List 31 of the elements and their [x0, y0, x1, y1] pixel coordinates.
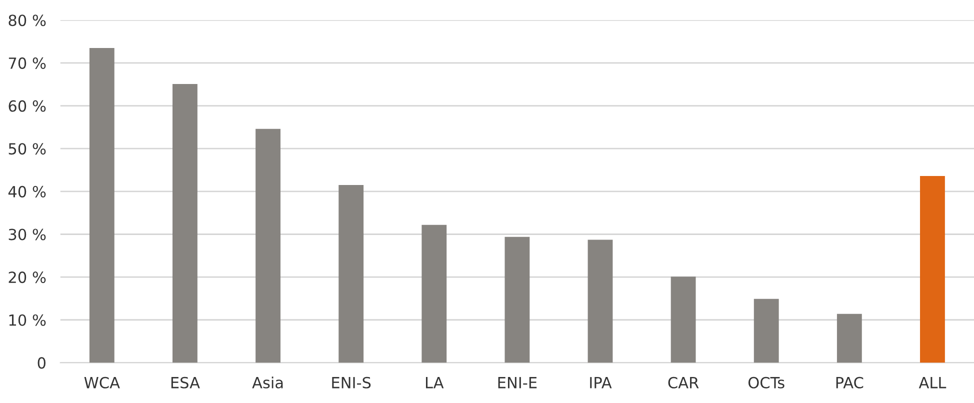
x-tick-label: OCTs	[748, 376, 784, 388]
x-tick-label: ENI-E	[498, 377, 537, 388]
bar	[504, 236, 530, 363]
bar	[754, 298, 779, 363]
y-tick-label: 80 %	[8, 14, 46, 26]
x-tick-label: ESA	[171, 376, 200, 388]
bar	[920, 176, 945, 363]
bar	[836, 314, 862, 363]
x-tick-label: ENI-S	[332, 376, 371, 388]
bar	[588, 240, 613, 363]
y-tick-label: 40 %	[8, 186, 46, 198]
bar	[256, 128, 280, 363]
x-tick-label: PAC	[836, 376, 864, 388]
y-tick-label: 50 %	[8, 143, 46, 155]
bar	[89, 48, 114, 363]
x-tick-label: Asia	[252, 376, 283, 388]
bar	[670, 276, 696, 363]
x-tick-label: LA	[426, 377, 444, 388]
y-tick-label: 70 %	[8, 57, 46, 69]
y-tick-label: 10 %	[9, 314, 46, 326]
x-tick-label: IPA	[590, 377, 612, 388]
bar	[422, 224, 447, 363]
y-tick-label: 30 %	[8, 228, 46, 240]
bar	[172, 84, 198, 363]
x-tick-label: ALL	[918, 377, 946, 388]
y-tick-label: 60 %	[8, 100, 46, 112]
x-tick-label: CAR	[668, 376, 699, 388]
x-tick-label: WCA	[84, 376, 120, 388]
bar	[338, 185, 364, 363]
y-tick-label: 0	[38, 357, 46, 369]
y-tick-label: 20 %	[8, 272, 46, 284]
